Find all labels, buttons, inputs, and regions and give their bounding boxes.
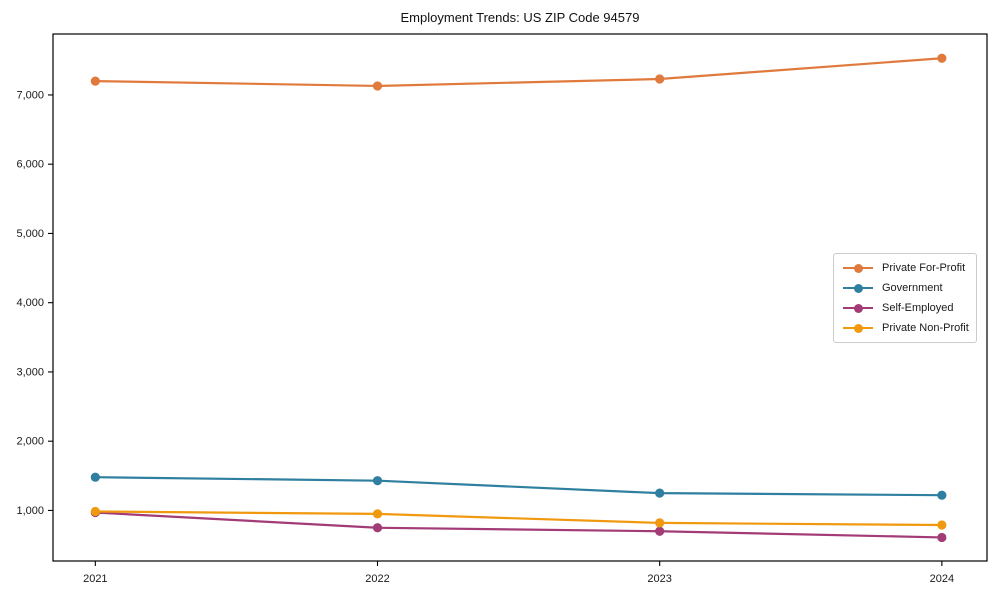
legend-item: Government	[843, 282, 970, 294]
data-point-marker	[655, 518, 665, 528]
legend-label: Government	[882, 282, 943, 294]
legend-line-dot-icon	[843, 323, 873, 333]
series-line	[95, 511, 942, 539]
y-tick-label: 1,000	[16, 505, 44, 517]
y-tick-label: 6,000	[16, 159, 44, 171]
x-tick-label: 2021	[83, 573, 107, 585]
data-point-marker	[372, 509, 383, 519]
data-point-marker	[90, 76, 100, 86]
data-point-marker	[937, 520, 947, 530]
x-tick-label: 2022	[365, 573, 389, 585]
legend-item: Private For-Profit	[843, 262, 970, 274]
data-point-marker	[937, 53, 947, 63]
data-point-marker	[655, 74, 665, 84]
data-point-marker	[90, 506, 100, 517]
x-tick-label: 2024	[930, 573, 954, 585]
legend-line-dot-icon	[843, 263, 873, 273]
series-line	[95, 510, 942, 527]
legend-line-dot-icon	[843, 303, 873, 313]
legend-label: Private Non-Profit	[882, 322, 969, 334]
data-point-marker	[372, 476, 383, 486]
data-point-marker	[937, 490, 947, 500]
data-point-marker	[372, 81, 383, 91]
y-tick-label: 2,000	[16, 436, 44, 448]
legend-label: Private For-Profit	[882, 262, 966, 274]
y-tick-label: 7,000	[16, 89, 44, 101]
legend-item: Private Non-Profit	[843, 322, 970, 334]
series-line	[95, 57, 942, 88]
legend-item: Self-Employed	[843, 302, 970, 314]
data-point-marker	[372, 523, 383, 533]
data-point-marker	[90, 472, 100, 482]
data-point-marker	[937, 532, 947, 543]
plot-frame	[52, 33, 988, 562]
data-point-marker	[655, 526, 665, 536]
chart-title: Employment Trends: US ZIP Code 94579	[400, 10, 640, 25]
y-tick-label: 4,000	[16, 297, 44, 309]
legend-line-dot-icon	[843, 283, 873, 293]
series-line	[95, 476, 942, 497]
legend: Private For-Profit Government Self-Employe…	[833, 253, 977, 343]
x-tick-label: 2023	[647, 573, 671, 585]
y-tick-label: 3,000	[16, 366, 44, 378]
y-tick-label: 5,000	[16, 228, 44, 240]
data-point-marker	[655, 488, 665, 498]
legend-label: Self-Employed	[882, 302, 954, 314]
